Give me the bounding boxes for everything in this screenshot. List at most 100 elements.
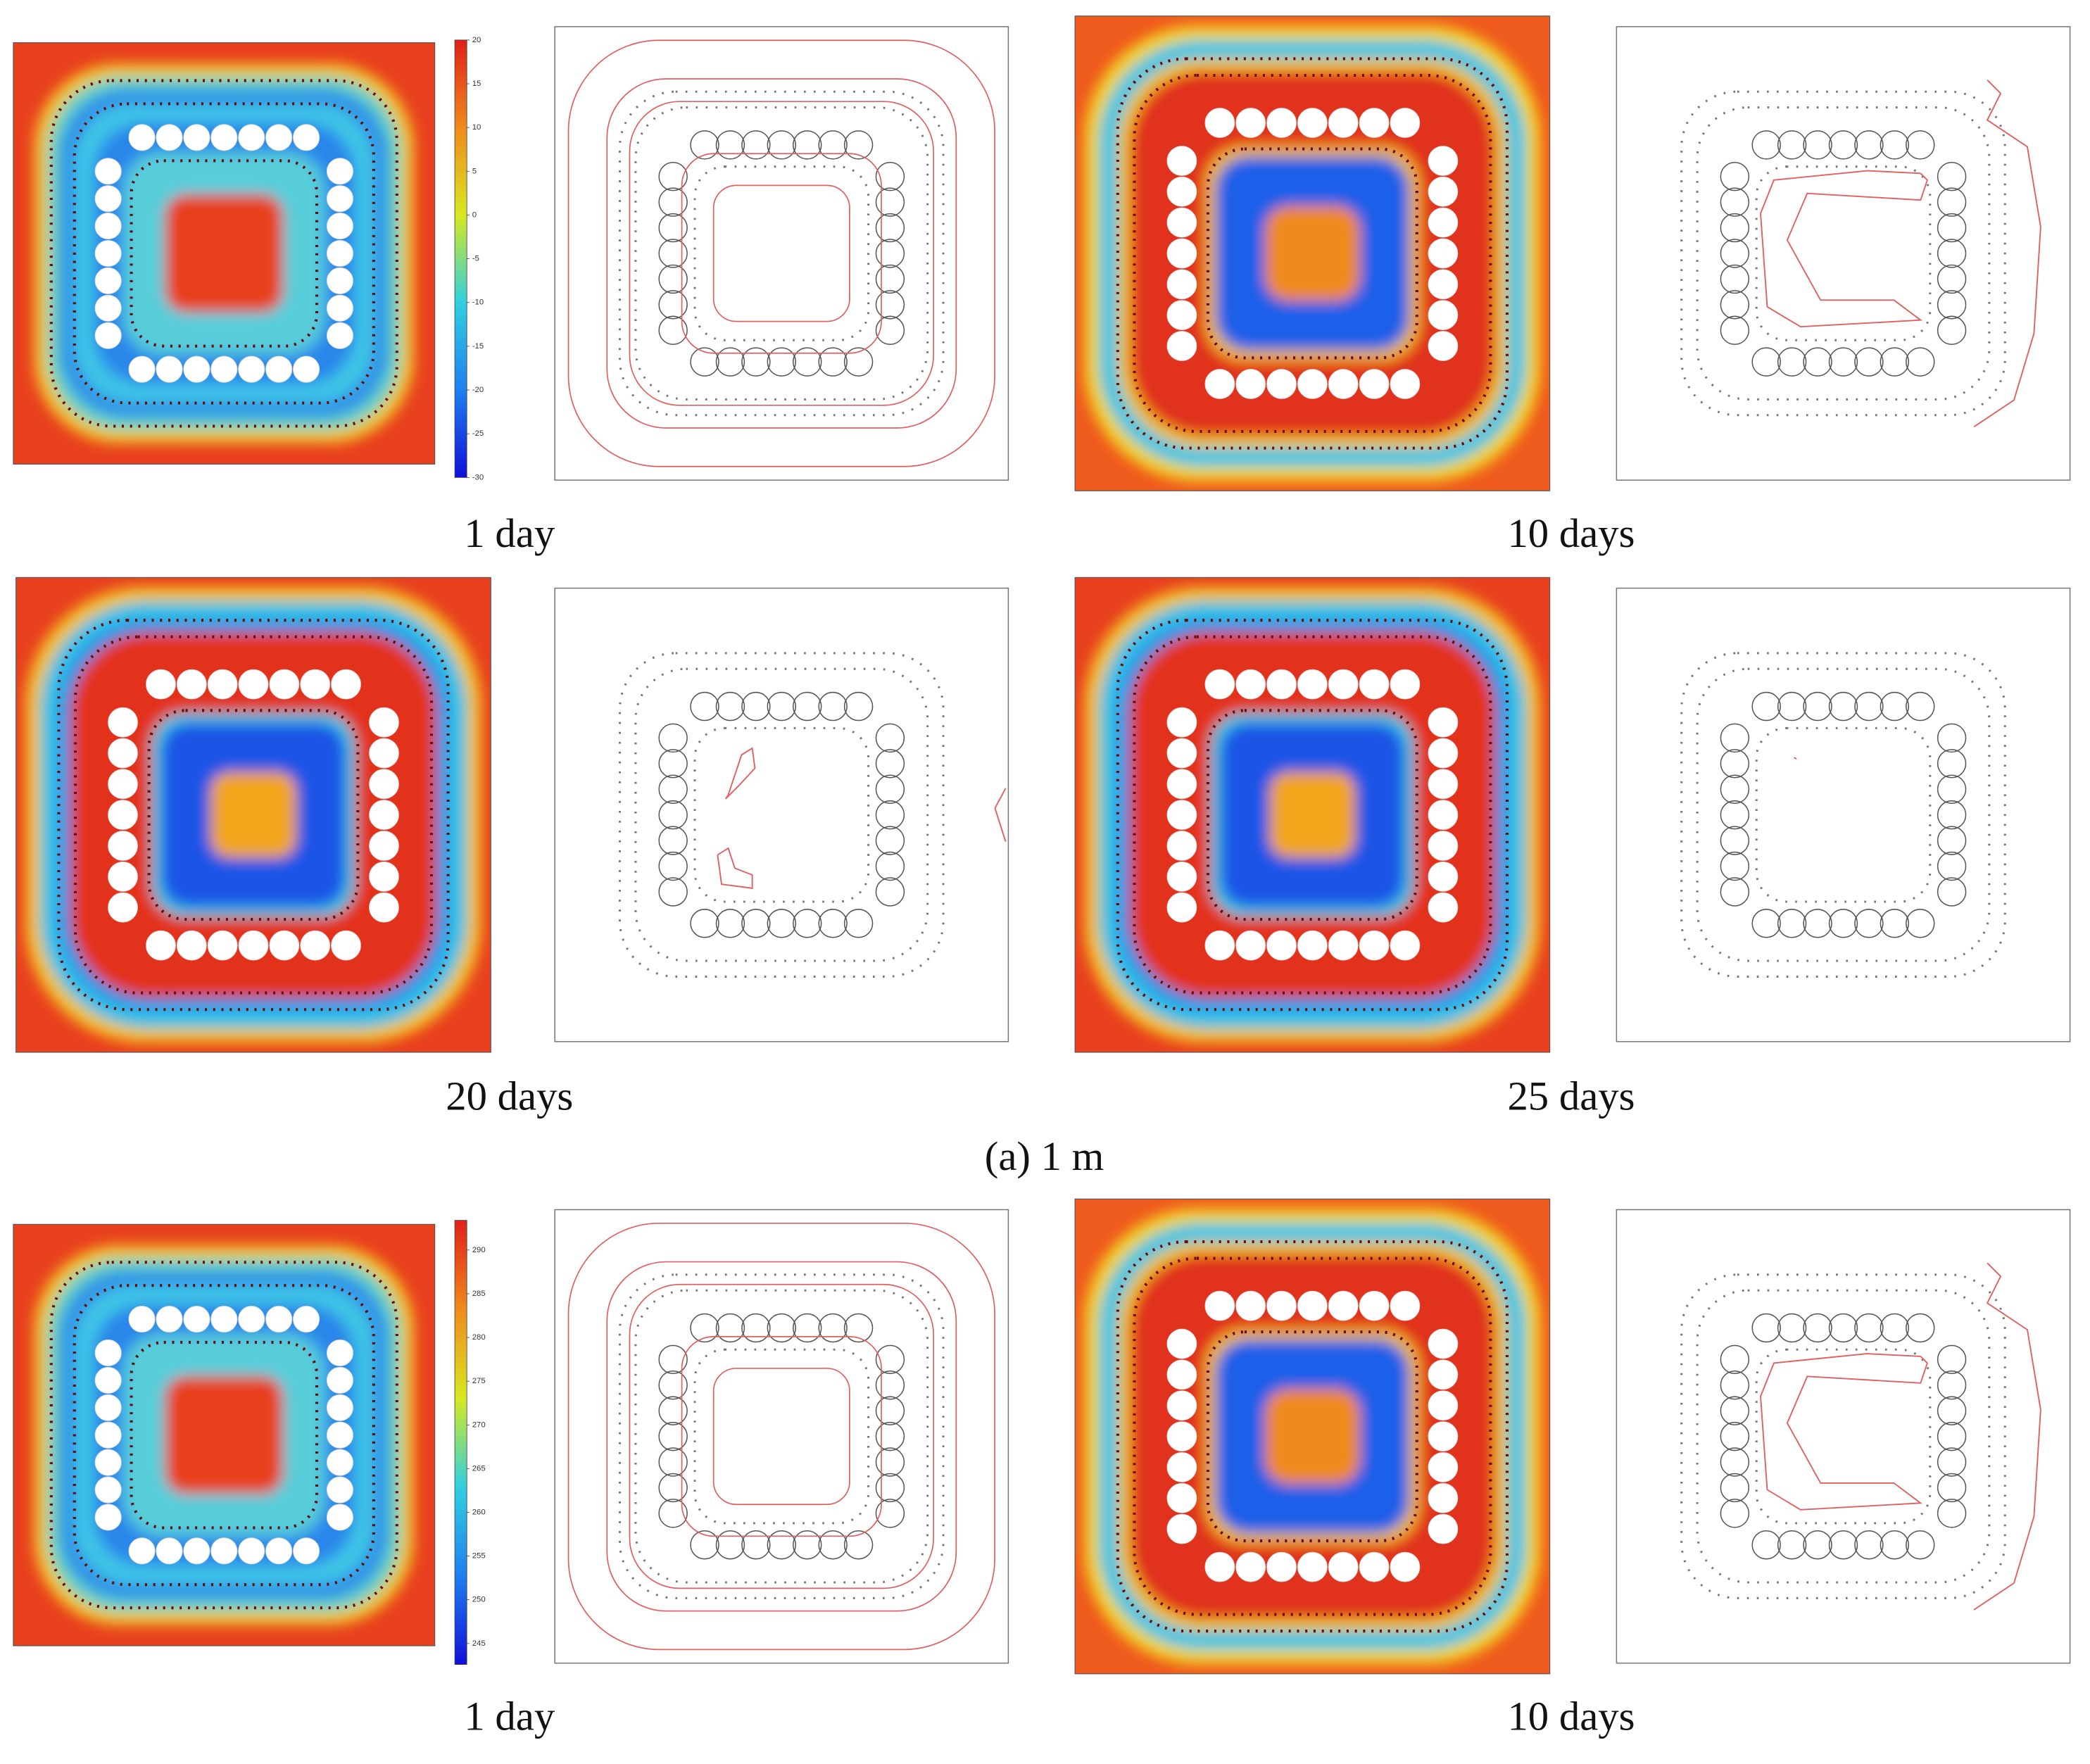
heat-field — [34, 63, 414, 443]
pile — [1751, 1313, 1781, 1343]
pile — [1166, 1359, 1197, 1390]
colorbar-tick-label: 275 — [472, 1377, 486, 1385]
pile — [207, 669, 238, 700]
pipe-row — [1206, 147, 1418, 360]
pile — [1328, 1290, 1359, 1321]
pile — [1359, 930, 1390, 961]
pile — [1720, 826, 1750, 855]
pile — [94, 239, 122, 267]
pile — [1751, 347, 1781, 377]
colorbar-tick-label: -5 — [472, 255, 479, 263]
pile — [1906, 130, 1935, 160]
pile — [1235, 108, 1266, 138]
pile — [1359, 1551, 1390, 1582]
pile — [741, 1313, 771, 1343]
pile — [1297, 1290, 1328, 1321]
pile — [156, 124, 183, 151]
pile — [238, 124, 265, 151]
pile — [875, 213, 905, 243]
pile — [1428, 1421, 1459, 1451]
frozen-boundary — [1760, 170, 1928, 328]
pipe-row — [693, 726, 870, 903]
pile — [1266, 108, 1297, 138]
pile — [1854, 347, 1884, 377]
pile — [176, 930, 207, 961]
frozen-boundary — [717, 847, 753, 889]
pile — [875, 800, 905, 830]
pile — [1937, 187, 1967, 217]
pile — [1166, 1390, 1197, 1421]
pile — [875, 187, 905, 217]
pile — [658, 723, 688, 753]
pile — [326, 1504, 353, 1531]
pile — [94, 1339, 122, 1366]
pile — [1720, 213, 1750, 243]
pile — [369, 707, 399, 738]
pile — [146, 669, 176, 700]
pile — [658, 161, 688, 191]
frozen-boundary — [724, 747, 756, 800]
group-label: (a) 1 m — [985, 1133, 1104, 1179]
pile — [1166, 269, 1197, 300]
pile — [1720, 749, 1750, 779]
pile — [1854, 691, 1884, 722]
pile — [843, 691, 874, 722]
pile — [843, 347, 874, 377]
pile — [1720, 877, 1750, 907]
pipe-row — [73, 1284, 375, 1587]
pile — [1937, 877, 1967, 907]
pile — [1328, 108, 1359, 138]
colorbar-tick-label: -15 — [472, 342, 484, 351]
pile — [1906, 909, 1935, 938]
colorbar — [454, 1220, 467, 1665]
pile — [690, 347, 719, 377]
pile — [1390, 669, 1421, 700]
heat-field — [25, 586, 481, 1043]
pile — [875, 315, 905, 346]
pile — [843, 1313, 874, 1343]
pile — [1428, 800, 1459, 831]
pile — [1266, 1290, 1297, 1321]
pile — [658, 1499, 688, 1528]
pipe-row — [1206, 709, 1418, 921]
pile — [1720, 1499, 1750, 1528]
pile — [108, 769, 138, 800]
pile — [658, 1473, 688, 1503]
pile — [741, 347, 771, 377]
frozen-boundary — [681, 1336, 882, 1537]
pile — [369, 738, 399, 769]
pile — [183, 1537, 210, 1565]
pipe-row — [1755, 726, 1932, 903]
colorbar-tick-label: 10 — [472, 123, 481, 132]
pile — [1235, 1551, 1266, 1582]
pipe-row — [130, 159, 319, 348]
pile — [156, 1306, 183, 1333]
pile — [658, 290, 688, 320]
pile — [1235, 669, 1266, 700]
pile — [1937, 1371, 1967, 1400]
pile — [658, 826, 688, 855]
pile — [238, 1537, 265, 1565]
colorbar-tick-label: 5 — [472, 167, 477, 175]
heat-frame — [15, 577, 491, 1053]
pile — [1235, 930, 1266, 961]
colorbar-tick-label: -10 — [472, 298, 484, 307]
colorbar-tick-label: 270 — [472, 1420, 486, 1429]
pile — [1166, 831, 1197, 861]
heat-field — [1084, 25, 1541, 481]
pile — [1390, 108, 1421, 138]
pile — [1328, 369, 1359, 399]
pile — [265, 1306, 293, 1333]
pile — [1803, 130, 1832, 160]
colorbar-tick-label: 280 — [472, 1333, 486, 1342]
pipe-row — [1680, 1273, 2006, 1599]
pile — [238, 355, 265, 383]
pipe-row — [634, 667, 929, 962]
pile — [1297, 369, 1328, 399]
pile — [94, 1394, 122, 1421]
pile — [1937, 851, 1967, 881]
frozen-boundary — [567, 1222, 995, 1651]
heat-map — [1075, 1199, 1550, 1674]
pile — [1880, 909, 1910, 938]
pile — [326, 213, 353, 240]
